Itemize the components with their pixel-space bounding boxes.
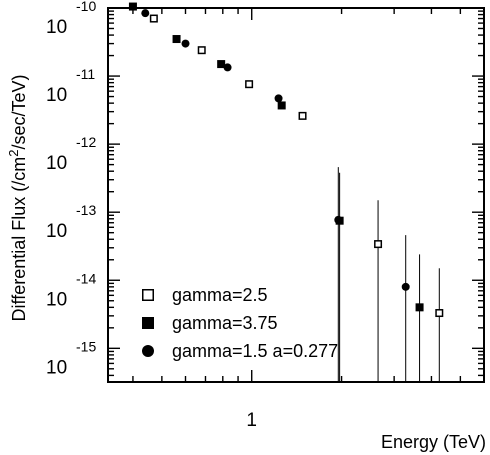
data-point	[298, 111, 307, 120]
x-axis-title: Energy (TeV)	[381, 432, 486, 452]
data-point	[277, 101, 286, 110]
y-tick-label: 10	[46, 221, 67, 242]
y-tick-label: 10	[46, 357, 67, 378]
series-3	[141, 9, 410, 382]
legend-marker	[142, 317, 154, 329]
y-tick-exponent: -15	[76, 338, 96, 354]
y-tick-exponent: -10	[76, 0, 96, 14]
data-point	[274, 94, 283, 103]
plot-frame	[107, 7, 485, 383]
y-tick-label: 10	[46, 85, 67, 106]
y-tick-exponent: -14	[76, 270, 96, 286]
y-tick-exponent: -13	[76, 202, 96, 218]
data-point	[181, 39, 190, 48]
y-axis-title: Differential Flux (/cm2/sec/TeV)	[6, 75, 29, 322]
legend-label: gamma=2.5	[172, 285, 268, 305]
y-tick-label: 10	[46, 153, 67, 174]
legend: gamma=2.5 gamma=3.75 gamma=1.5 a=0.277	[142, 285, 338, 361]
series-1	[149, 14, 444, 382]
data-point	[223, 63, 232, 72]
legend-label: gamma=3.75	[172, 313, 278, 333]
x-tick-label: 1	[246, 410, 257, 431]
data-point	[401, 282, 410, 291]
x-tick-labels: 1	[246, 410, 257, 431]
legend-marker	[142, 345, 154, 357]
data-point	[197, 46, 206, 55]
legend-marker	[142, 289, 154, 301]
y-tick-label: 10	[46, 289, 67, 310]
y-tick-exponent: -12	[76, 134, 96, 150]
y-tick-exponent: -11	[76, 66, 95, 82]
data-point	[217, 60, 226, 69]
y-tick-label: 10	[46, 17, 67, 38]
legend-label: gamma=1.5 a=0.277	[172, 341, 338, 361]
data-point	[149, 14, 158, 23]
axis-ticks	[108, 7, 485, 382]
data-point	[334, 215, 343, 224]
data-series	[128, 2, 444, 382]
data-point	[141, 9, 150, 18]
data-point	[435, 309, 444, 318]
data-point	[245, 80, 254, 89]
data-point	[172, 35, 181, 44]
y-tick-labels: 10 -10 10 -11 10 -12 10 -13 10 -14 10 -15	[46, 0, 96, 378]
data-point	[128, 2, 137, 11]
data-point	[374, 240, 383, 249]
data-point	[415, 303, 424, 312]
